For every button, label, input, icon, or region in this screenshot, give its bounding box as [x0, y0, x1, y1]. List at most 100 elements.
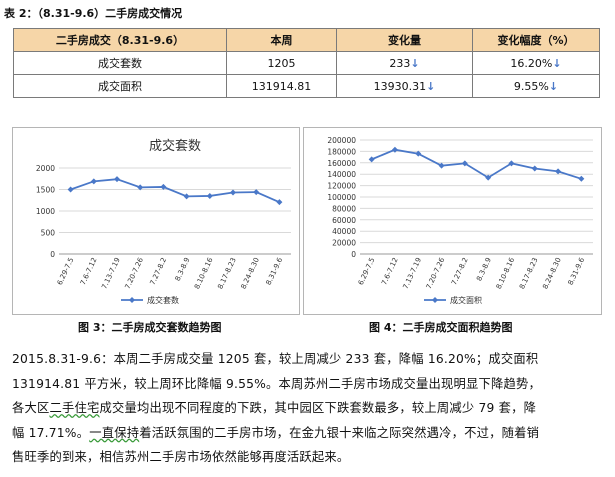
x-tick-label: 7.13-7.19 — [100, 256, 121, 290]
data-point — [114, 176, 120, 183]
x-tick-label: 8.10-8.16 — [495, 256, 517, 290]
data-point — [461, 160, 468, 167]
data-point — [90, 178, 97, 185]
legend-label: 成交套数 — [147, 295, 179, 305]
x-tick-label: 7.6-7.12 — [79, 256, 99, 286]
y-tick-label: 500 — [41, 229, 56, 238]
y-tick-label: 140000 — [327, 170, 356, 179]
spellcheck-underline-text: 一直保持 — [89, 425, 140, 440]
x-tick-label: 6.29-7.5 — [56, 256, 76, 286]
area-chart: 0 20000 40000 60000 80000 100000 120000 140000 1… — [303, 127, 602, 315]
data-point — [276, 199, 283, 206]
y-tick-label: 60000 — [332, 216, 356, 225]
row-label: 成交套数 — [13, 51, 227, 75]
row-week-value: 131914.81 — [226, 74, 337, 98]
summary-paragraph: 2015.8.31-9.6：本周二手房成交量 1205 套，较上周减少 233 … — [12, 347, 605, 470]
data-point — [555, 168, 562, 175]
series-line — [70, 178, 280, 204]
data-point — [206, 192, 213, 199]
text-span: 成交量均出现不同程度的下跌，其中园区下跌套数最多，较上周减少 79 套，降 — [99, 401, 537, 416]
paragraph-line: 131914.81 平方米，较上周环比降幅 9.55%。本周苏州二手房市场成交量… — [12, 376, 541, 391]
y-tick-label: 1000 — [36, 207, 55, 216]
table-row: 成交套数 1205 233↓ 16.20%↓ — [13, 51, 600, 75]
row-change-value: 233 — [389, 56, 411, 70]
legend-label: 成交面积 — [450, 295, 482, 305]
y-tick-label: 160000 — [327, 159, 356, 168]
series-line — [371, 148, 582, 180]
x-tick-label: 8.3-8.9 — [174, 256, 192, 282]
data-point — [508, 160, 515, 167]
header-change: 变化量 — [336, 28, 473, 52]
y-tick-label: 1500 — [36, 186, 55, 195]
paragraph-line: 各大区二手住宅成交量均出现不同程度的下跌，其中园区下跌套数最多，较上周减少 79… — [12, 396, 605, 421]
paragraph-line: 售旺季的到来，相信苏州二手房市场依然能够再度活跃起来。 — [12, 450, 350, 465]
y-tick-label: 2000 — [36, 164, 55, 173]
arrow-down-icon: ↓ — [548, 79, 559, 93]
x-tick-label: 8.17-8.23 — [216, 256, 237, 290]
legend-marker — [129, 297, 135, 303]
chart-title: 成交套数 — [149, 138, 201, 154]
row-change-cell: 13930.31↓ — [336, 74, 473, 98]
row-pct-cell: 16.20%↓ — [472, 51, 600, 75]
x-tick-label: 7.20-7.26 — [124, 256, 146, 290]
table-heading: 表 2：（8.31-9.6）二手房成交情况 — [4, 7, 183, 20]
data-point — [485, 174, 492, 181]
paragraph-line: 2015.8.31-9.6：本周二手房成交量 1205 套，较上周减少 233 … — [12, 352, 539, 366]
row-pct-cell: 9.55%↓ — [472, 74, 600, 98]
header-this-week: 本周 — [226, 28, 337, 52]
legend-marker — [432, 297, 438, 303]
y-tick-label: 0 — [351, 250, 356, 259]
row-week-value: 1205 — [226, 51, 337, 75]
row-change-cell: 233↓ — [336, 51, 473, 75]
data-point — [531, 165, 538, 172]
x-tick-label: 7.27-8.2 — [149, 256, 169, 286]
x-tick-label: 8.17-8.23 — [518, 256, 539, 290]
arrow-down-icon: ↓ — [426, 79, 436, 93]
arrow-down-icon: ↓ — [552, 56, 562, 70]
figure-caption: 图 3：二手房成交套数趋势图 — [78, 321, 222, 334]
data-point — [368, 156, 375, 163]
x-tick-label: 8.10-8.16 — [193, 256, 215, 290]
x-tick-label: 8.3-8.9 — [475, 256, 493, 282]
text-span: 着活跃氛围的二手房市场，在金九银十来临之际突然遇冷，不过，随着销 — [139, 425, 540, 440]
area-chart-svg: 0 20000 40000 60000 80000 100000 120000 140000 1… — [327, 136, 593, 305]
y-tick-label: 120000 — [327, 182, 356, 191]
x-tick-label: 8.24-8.30 — [541, 256, 562, 290]
arrow-down-icon: ↓ — [410, 56, 420, 70]
text-span: 幅 17.71%。 — [12, 425, 90, 440]
data-point — [183, 193, 190, 200]
y-tick-label: 200000 — [327, 136, 356, 145]
units-chart-svg: 成交套数 0 500 1000 1500 2000 6.29-7.5 7.6-7.12 7.13… — [36, 138, 291, 305]
data-point — [253, 189, 260, 196]
x-tick-label: 7.27-8.2 — [450, 256, 470, 286]
spellcheck-underline-text: 二手住宅 — [49, 401, 100, 416]
x-tick-label: 6.29-7.5 — [357, 256, 377, 286]
text-span: 各大区 — [12, 401, 50, 416]
y-tick-label: 40000 — [332, 227, 356, 236]
x-tick-label: 7.6-7.12 — [380, 256, 400, 286]
transaction-table: 二手房成交（8.31-9.6） 本周 变化量 变化幅度（%） 成交套数 1205… — [13, 28, 600, 98]
header-category: 二手房成交（8.31-9.6） — [13, 28, 227, 52]
header-change-pct: 变化幅度（%） — [472, 28, 600, 52]
data-point — [438, 162, 445, 169]
y-tick-label: 80000 — [332, 204, 356, 213]
x-tick-label: 8.31-9.6 — [265, 256, 285, 286]
x-tick-label: 7.20-7.26 — [425, 256, 447, 290]
x-tick-label: 7.13-7.19 — [402, 256, 423, 290]
y-tick-label: 180000 — [327, 147, 356, 156]
paragraph-line: 幅 17.71%。一直保持着活跃氛围的二手房市场，在金九银十来临之际突然遇冷，不… — [12, 421, 605, 446]
figure-caption: 图 4：二手房成交面积趋势图 — [369, 321, 513, 334]
row-change-value: 13930.31 — [373, 79, 427, 93]
data-point — [137, 184, 144, 191]
table-row: 成交面积 131914.81 13930.31↓ 9.55%↓ — [13, 74, 600, 98]
data-point — [415, 150, 422, 157]
units-chart: 成交套数 0 500 1000 1500 2000 6.29-7.5 7.6-7.12 7.13… — [12, 127, 300, 315]
x-tick-label: 8.31-9.6 — [567, 256, 587, 286]
x-tick-label: 8.24-8.30 — [240, 256, 261, 290]
data-point — [578, 175, 585, 182]
data-point — [391, 146, 398, 153]
y-tick-label: 0 — [50, 250, 55, 259]
data-point — [160, 183, 167, 190]
row-label: 成交面积 — [13, 74, 227, 98]
data-point — [230, 189, 236, 196]
